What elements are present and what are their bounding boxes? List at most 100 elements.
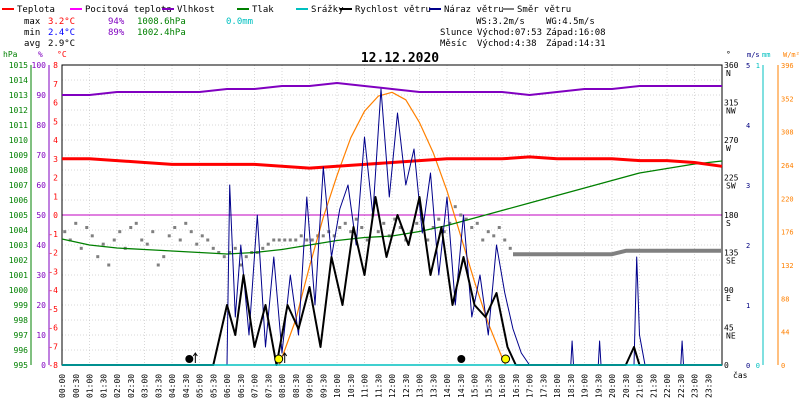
- wind-direction-point: [338, 226, 342, 229]
- wind-direction-point: [398, 226, 402, 229]
- stat-min-temp: 2.4°C: [48, 28, 75, 38]
- solar-tick: 308: [781, 129, 794, 137]
- mm-axis-header: mm: [762, 51, 770, 59]
- wind-direction-point: [299, 234, 303, 238]
- legend-label: Směr větru: [517, 5, 571, 15]
- temp-tick: -1: [48, 230, 58, 239]
- pressure-tick: 1006: [9, 196, 28, 205]
- temp-tick: -3: [48, 267, 58, 276]
- ms-tick: 0: [746, 362, 750, 370]
- wind-direction-point: [151, 230, 155, 234]
- dir-compass-tick: SW: [726, 182, 736, 191]
- x-tick: 08:30: [292, 374, 301, 398]
- x-tick: 13:30: [429, 374, 438, 398]
- chart-title: 12.12.2020: [361, 51, 439, 66]
- ms-tick: 4: [746, 122, 750, 130]
- solar-tick: 176: [781, 229, 794, 237]
- temp-tick: 0: [53, 211, 58, 220]
- sunrise-arrow-head: [282, 352, 288, 357]
- pressure-tick: 1012: [9, 106, 28, 115]
- dir-degree-tick: 180: [724, 211, 739, 220]
- mm-tick: 0: [756, 362, 760, 370]
- pressure-tick: 998: [14, 316, 29, 325]
- temp-tick: -7: [48, 342, 58, 351]
- wind-direction-point: [497, 226, 501, 229]
- humidity-tick: 30: [36, 271, 46, 280]
- pressure-tick: 1010: [9, 136, 28, 145]
- x-tick: 19:00: [581, 374, 590, 398]
- x-tick: 23:30: [704, 374, 713, 398]
- moonrise-time: Východ:4:38: [477, 39, 537, 49]
- wind-direction-point: [272, 238, 276, 242]
- wind-direction-point: [437, 217, 441, 221]
- solar-tick: 220: [781, 195, 794, 203]
- stat-max-label: max: [24, 17, 41, 27]
- humidity-line: [62, 82, 722, 96]
- moonset-marker: [457, 355, 466, 363]
- temp-tick: 8: [53, 61, 58, 70]
- grid: [61, 64, 723, 366]
- wind-direction-point: [145, 242, 149, 246]
- wind-direction-point: [244, 255, 248, 259]
- x-tick: 13:00: [416, 374, 425, 398]
- x-tick: 10:00: [333, 374, 342, 398]
- legend-label: Pocitová teplota: [85, 5, 172, 15]
- wind-direction-point: [332, 234, 336, 238]
- wind-direction-point: [431, 226, 435, 229]
- x-tick: 19:30: [594, 374, 603, 398]
- humidity-tick: 80: [36, 121, 46, 130]
- x-tick: 15:00: [471, 374, 480, 398]
- sunrise-time: Východ:07:53: [477, 28, 542, 38]
- wind-direction-point: [343, 221, 347, 225]
- x-tick: 07:30: [264, 374, 273, 398]
- x-tick: 04:00: [168, 374, 177, 398]
- x-tick: 05:30: [209, 374, 218, 398]
- wind-direction-point: [189, 230, 193, 234]
- pressure-tick: 1009: [9, 151, 28, 160]
- x-tick: 02:30: [127, 374, 136, 398]
- x-tick: 20:30: [622, 374, 631, 398]
- x-tick: 10:30: [347, 374, 356, 398]
- ms-tick: 1: [746, 302, 750, 310]
- wind-direction-point: [503, 238, 507, 242]
- pressure-tick: 1000: [9, 286, 28, 295]
- pressure-tick: 1004: [9, 226, 28, 235]
- sun-moon-markers: [185, 352, 511, 364]
- pressure-line: [61, 160, 723, 255]
- x-tick: 06:00: [223, 374, 232, 398]
- solar-tick: 88: [781, 295, 789, 303]
- pressure-tick: 997: [14, 331, 29, 340]
- wind-direction-point: [167, 234, 171, 238]
- wind-direction-point: [349, 230, 353, 234]
- temp-tick: -2: [48, 249, 58, 258]
- wind-direction-point: [217, 251, 221, 254]
- wind-direction-point: [481, 238, 485, 242]
- pressure-tick: 1013: [9, 91, 28, 100]
- x-tick: 18:00: [553, 374, 562, 398]
- dir-degree-tick: 45: [724, 324, 734, 333]
- temp-tick: -8: [48, 361, 58, 370]
- wind-direction-point: [365, 238, 369, 242]
- dir-degree-tick: 270: [724, 136, 739, 145]
- wind-direction-point: [228, 251, 232, 254]
- dir-compass-tick: N: [726, 69, 731, 78]
- dir-compass-tick: NE: [726, 332, 736, 341]
- x-tick: 22:00: [663, 374, 672, 398]
- dir-degree-tick: 225: [724, 174, 739, 183]
- series: [61, 82, 723, 366]
- x-tick: 12:30: [402, 374, 411, 398]
- humidity-tick: 50: [36, 211, 46, 220]
- wind-direction-point: [140, 238, 144, 242]
- axes: 1015101410131012101110101009100810071006…: [9, 61, 794, 370]
- temp-tick: 4: [53, 136, 58, 145]
- stat-min-pressure: 1002.4hPa: [137, 28, 186, 38]
- temp-tick: 3: [53, 155, 58, 164]
- pressure-tick: 1008: [9, 166, 28, 175]
- x-tick: 11:30: [374, 374, 383, 398]
- temp-tick: 2: [53, 174, 58, 183]
- x-tick: 23:00: [691, 374, 700, 398]
- wind-direction-point: [382, 221, 386, 225]
- x-tick: 14:00: [443, 374, 452, 398]
